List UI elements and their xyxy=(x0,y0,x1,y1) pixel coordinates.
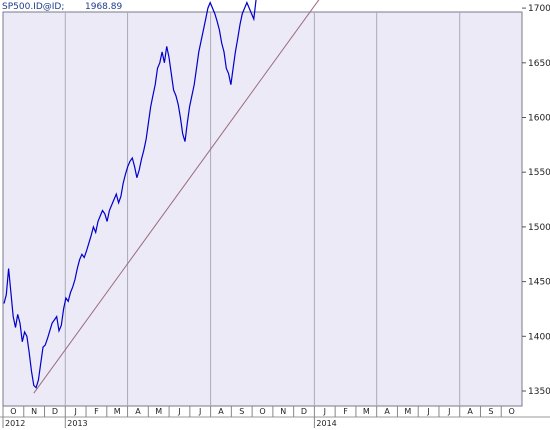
month-label: N xyxy=(31,407,37,416)
y-tick-label: 1700 xyxy=(528,4,550,14)
month-label: S xyxy=(488,407,493,416)
month-label: A xyxy=(135,407,141,416)
y-tick-label: 1600 xyxy=(528,114,550,124)
month-label: A xyxy=(218,407,224,416)
month-label: O xyxy=(10,407,16,416)
month-label: S xyxy=(239,407,244,416)
month-label: D xyxy=(52,407,58,416)
price-series-line xyxy=(3,0,257,389)
year-label: 2014 xyxy=(316,419,336,428)
month-label: N xyxy=(280,407,286,416)
x-axis: O N D J F M A M J J A S O N D J F M A M J J A S O 2012 2013 2014 xyxy=(0,406,550,428)
month-label: J xyxy=(447,407,450,416)
month-label: J xyxy=(323,407,326,416)
month-label: M xyxy=(404,407,411,416)
month-label: M xyxy=(363,407,370,416)
month-label: M xyxy=(155,407,162,416)
year-label: 2013 xyxy=(67,419,87,428)
month-label: J xyxy=(198,407,201,416)
y-tick-label: 1350 xyxy=(528,387,550,397)
month-label: O xyxy=(508,407,514,416)
month-label: J xyxy=(426,407,429,416)
y-tick-label: 1450 xyxy=(528,278,550,288)
plot-area xyxy=(2,11,523,407)
month-label: D xyxy=(301,407,307,416)
y-axis: 1350140014501500155016001650170017501800… xyxy=(521,4,550,406)
chart-title: SP500.ID@ID; xyxy=(2,2,64,12)
month-label: F xyxy=(343,407,348,416)
month-label: O xyxy=(259,407,265,416)
y-tick-label: 1550 xyxy=(528,168,550,178)
year-label: 2012 xyxy=(5,419,25,428)
y-tick-label: 1500 xyxy=(528,223,550,233)
month-label: A xyxy=(467,407,473,416)
last-value: 1968.89 xyxy=(85,2,122,12)
trendline xyxy=(33,0,320,394)
vertical-gridlines xyxy=(64,12,461,406)
month-label: J xyxy=(177,407,180,416)
month-label: M xyxy=(114,407,121,416)
y-tick-label: 1400 xyxy=(528,332,550,342)
month-label: A xyxy=(384,407,390,416)
month-label: J xyxy=(73,407,76,416)
y-tick-label: 1650 xyxy=(528,59,550,69)
month-label: F xyxy=(94,407,99,416)
